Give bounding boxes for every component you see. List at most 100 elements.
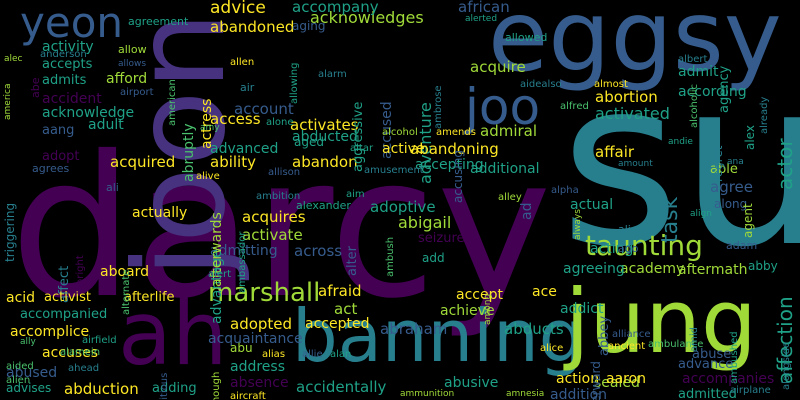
cloud-word: actor bbox=[773, 138, 797, 190]
cloud-word: aidealso bbox=[520, 79, 562, 90]
cloud-word: jung bbox=[565, 270, 757, 373]
cloud-word: accompany bbox=[292, 0, 379, 16]
cloud-word: allowed bbox=[505, 31, 548, 44]
cloud-word: allowing bbox=[289, 62, 300, 104]
cloud-word: banning bbox=[292, 294, 585, 378]
cloud-word: actual bbox=[570, 197, 614, 213]
cloud-word: acid bbox=[6, 290, 36, 306]
cloud-word: additional bbox=[470, 161, 540, 177]
cloud-word: already bbox=[759, 96, 770, 134]
cloud-word: acknowledges bbox=[310, 8, 424, 27]
cloud-word: amid bbox=[689, 327, 700, 352]
cloud-word: admiral bbox=[480, 122, 538, 140]
cloud-word: ammunition bbox=[400, 389, 455, 399]
cloud-word: ally bbox=[20, 337, 36, 347]
cloud-word: alfred bbox=[560, 101, 589, 112]
cloud-word: admits bbox=[42, 73, 87, 88]
cloud-word: advises bbox=[6, 381, 52, 395]
cloud-word: ambition bbox=[256, 191, 301, 202]
cloud-word: allows bbox=[118, 59, 147, 69]
cloud-word: alice bbox=[540, 343, 564, 354]
cloud-word: seizure bbox=[418, 231, 465, 246]
cloud-word: account bbox=[234, 100, 294, 118]
cloud-word: aged bbox=[294, 135, 324, 149]
cloud-word: activity bbox=[42, 39, 94, 55]
cloud-word: alive bbox=[196, 171, 220, 182]
cloud-word: darcy bbox=[10, 114, 552, 341]
cloud-word: adopted bbox=[230, 315, 293, 333]
cloud-word: alias bbox=[262, 349, 286, 360]
cloud-word: activated bbox=[595, 104, 670, 123]
cloud-word: access bbox=[210, 110, 261, 128]
cloud-word: aftermath bbox=[678, 262, 748, 278]
cloud-word: america bbox=[3, 83, 13, 120]
cloud-word: air bbox=[240, 81, 255, 94]
cloud-word: allie bbox=[302, 349, 323, 360]
cloud-word: ability bbox=[210, 153, 256, 171]
cloud-word: aboard bbox=[100, 264, 150, 280]
cloud-word: across bbox=[294, 242, 343, 260]
cloud-word: agree bbox=[710, 178, 754, 196]
cloud-word: advance bbox=[678, 357, 734, 372]
cloud-word: amnesia bbox=[506, 389, 545, 399]
cloud-word: alter bbox=[345, 245, 360, 276]
cloud-word: acting bbox=[590, 241, 634, 257]
cloud-word: ambassador bbox=[237, 231, 248, 293]
cloud-word: ambushed bbox=[729, 331, 740, 384]
cloud-word: ali bbox=[106, 181, 119, 194]
cloud-word: albright bbox=[75, 255, 86, 294]
cloud-word: allison bbox=[268, 167, 301, 178]
cloud-word: according bbox=[678, 84, 747, 100]
cloud-word: abducts bbox=[504, 320, 564, 338]
cloud-word: acquires bbox=[242, 208, 306, 226]
cloud-word: aaron bbox=[606, 371, 647, 387]
cloud-word: alarm bbox=[318, 69, 347, 80]
cloud-word: agrees bbox=[32, 162, 70, 175]
cloud-word: alongside bbox=[781, 341, 792, 390]
cloud-word: advanced bbox=[210, 141, 279, 157]
cloud-word: ace bbox=[532, 284, 557, 300]
cloud-word: alpha bbox=[551, 185, 579, 196]
cloud-word: activates bbox=[290, 116, 359, 134]
cloud-word: almost bbox=[594, 79, 628, 90]
cloud-word: abruptly bbox=[181, 122, 197, 182]
cloud-word: admit bbox=[678, 64, 719, 80]
cloud-word: absence bbox=[230, 375, 289, 391]
cloud-word: task bbox=[658, 197, 683, 244]
cloud-word: altar bbox=[350, 143, 374, 154]
cloud-word: alliance bbox=[612, 329, 651, 340]
cloud-word: adopt bbox=[42, 149, 80, 164]
cloud-word: american bbox=[167, 79, 178, 126]
cloud-word: abandon bbox=[292, 153, 358, 171]
cloud-word: sealed bbox=[594, 375, 640, 391]
cloud-word: admitting bbox=[210, 243, 278, 259]
cloud-word: ahead bbox=[68, 363, 100, 374]
cloud-word: abigail bbox=[398, 213, 452, 232]
cloud-word: african bbox=[458, 0, 510, 16]
cloud-word: among bbox=[483, 293, 493, 325]
cloud-word: afterlife bbox=[124, 290, 175, 305]
cloud-word: abby bbox=[748, 259, 778, 273]
cloud-word: acquire bbox=[470, 58, 526, 76]
cloud-word: alone bbox=[266, 117, 294, 128]
cloud-word: action bbox=[556, 371, 600, 387]
cloud-word: academy bbox=[620, 261, 685, 277]
cloud-word: amusement bbox=[364, 165, 424, 176]
cloud-word: alan bbox=[330, 349, 352, 360]
cloud-word: alcohol bbox=[382, 127, 418, 138]
cloud-word: afterward bbox=[589, 361, 603, 400]
cloud-word: abandoned bbox=[210, 18, 295, 36]
cloud-word: aided bbox=[6, 361, 34, 372]
cloud-word: afford bbox=[106, 71, 148, 87]
cloud-word: allow bbox=[118, 43, 147, 56]
cloud-word: joo bbox=[465, 78, 541, 136]
cloud-word: accompanies bbox=[682, 371, 775, 387]
cloud-word: aggressive bbox=[351, 101, 366, 172]
cloud-word: eggsy bbox=[488, 0, 782, 94]
cloud-word: agent bbox=[741, 203, 755, 238]
cloud-word: aang bbox=[42, 123, 75, 138]
cloud-word: acquired bbox=[110, 153, 176, 171]
cloud-word: amy bbox=[200, 123, 220, 133]
cloud-word: alcoholic bbox=[689, 83, 700, 128]
